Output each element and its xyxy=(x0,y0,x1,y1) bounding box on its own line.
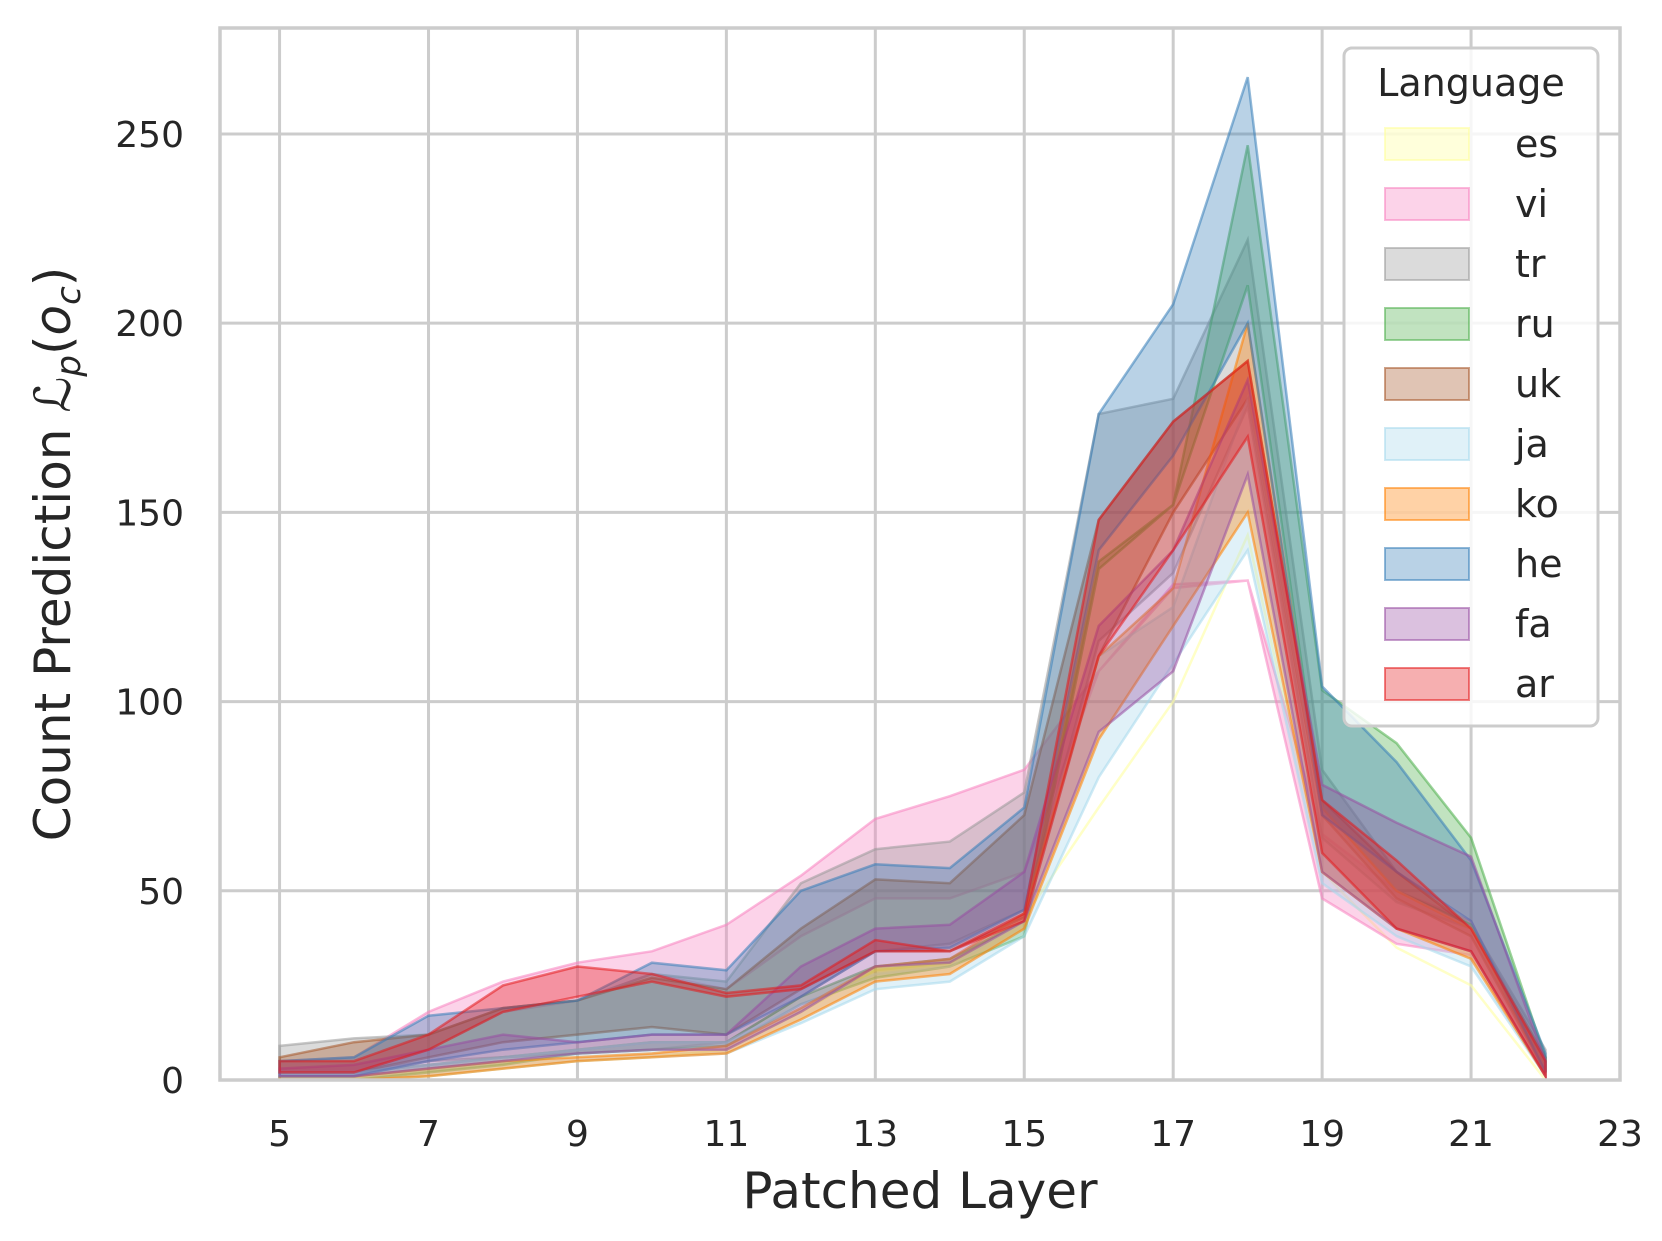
legend-items: es vi tr ru uk ja ko he fa ar xyxy=(1384,122,1562,706)
legend-title: Language xyxy=(1377,61,1565,105)
plot-frame xyxy=(218,26,1622,1082)
y-axis-ticks: 0 50 100 150 200 250 xyxy=(115,115,184,1102)
y-tick-label: 150 xyxy=(115,493,184,534)
legend-swatch-ja xyxy=(1384,427,1470,461)
x-tick-label: 13 xyxy=(852,1114,898,1155)
x-axis-ticks: 5 7 9 11 13 15 17 19 21 23 xyxy=(268,1114,1643,1155)
legend-label-fa: fa xyxy=(1515,602,1552,646)
y-tick-label: 200 xyxy=(115,304,184,345)
legend-label-ja: ja xyxy=(1514,422,1549,466)
legend-label-uk: uk xyxy=(1515,362,1561,406)
legend-label-ru: ru xyxy=(1515,302,1555,346)
x-tick-label: 19 xyxy=(1299,1114,1345,1155)
x-tick-label: 9 xyxy=(566,1114,589,1155)
legend-label-es: es xyxy=(1515,122,1558,166)
x-tick-label: 5 xyxy=(268,1114,291,1155)
legend-swatch-tr xyxy=(1384,247,1470,281)
x-tick-label: 17 xyxy=(1150,1114,1196,1155)
x-tick-label: 11 xyxy=(703,1114,749,1155)
series-areas xyxy=(278,76,1547,1082)
x-tick-label: 21 xyxy=(1448,1114,1494,1155)
x-axis-title: Patched Layer xyxy=(742,1162,1098,1220)
legend-label-ko: ko xyxy=(1515,482,1559,526)
legend-label-he: he xyxy=(1515,542,1562,586)
x-tick-label: 23 xyxy=(1597,1114,1643,1155)
y-tick-label: 0 xyxy=(161,1061,184,1102)
legend-swatch-ru xyxy=(1384,307,1470,341)
legend-label-tr: tr xyxy=(1515,242,1546,286)
legend-swatch-uk xyxy=(1384,367,1470,401)
legend-swatch-es xyxy=(1384,127,1470,161)
y-tick-label: 250 xyxy=(115,115,184,156)
legend-swatch-ar xyxy=(1384,667,1470,701)
area-ar xyxy=(278,358,1547,1081)
y-tick-label: 100 xyxy=(115,683,184,724)
y-tick-label: 50 xyxy=(138,872,184,913)
legend: Language es vi tr ru uk ja ko he fa ar xyxy=(1342,46,1600,728)
legend-box xyxy=(1342,46,1600,728)
x-tick-label: 7 xyxy=(417,1114,440,1155)
legend-swatch-fa xyxy=(1384,607,1470,641)
x-tick-label: 15 xyxy=(1001,1114,1047,1155)
legend-label-vi: vi xyxy=(1515,182,1548,226)
legend-label-ar: ar xyxy=(1515,662,1554,706)
legend-swatch-ko xyxy=(1384,487,1470,521)
y-axis-title: Count Prediction ℒp(oc) xyxy=(24,267,89,842)
legend-swatch-he xyxy=(1384,547,1470,581)
legend-swatch-vi xyxy=(1384,187,1470,221)
